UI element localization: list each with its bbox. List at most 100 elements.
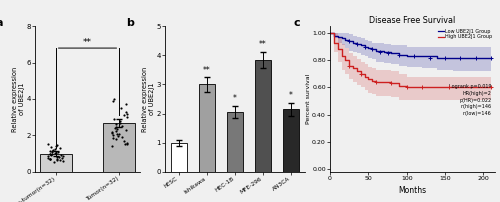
Point — [402, 86, 410, 89]
Point — [54, 156, 62, 159]
Point — [112, 126, 120, 130]
Point — [53, 144, 61, 147]
Point — [56, 158, 64, 162]
Point — [44, 156, 52, 160]
Text: *: * — [289, 92, 293, 100]
Point — [48, 152, 56, 155]
Point — [110, 97, 118, 101]
Point — [441, 56, 449, 59]
Point — [46, 152, 54, 156]
Point — [50, 148, 58, 152]
Point — [121, 142, 129, 145]
Point — [44, 155, 52, 158]
Point — [345, 40, 353, 43]
Text: **: ** — [259, 40, 267, 49]
Point — [487, 86, 495, 89]
Point — [46, 157, 54, 160]
Bar — [200, 84, 214, 172]
Point — [360, 45, 368, 48]
Point — [113, 133, 121, 136]
Point — [55, 155, 63, 158]
Point — [112, 137, 120, 141]
X-axis label: Months: Months — [398, 186, 426, 195]
Bar — [104, 123, 135, 172]
Point — [108, 145, 116, 148]
Y-axis label: Relative expression
of UBE2J1: Relative expression of UBE2J1 — [142, 66, 155, 132]
Title: Disease Free Survival: Disease Free Survival — [370, 17, 456, 25]
Bar — [256, 60, 270, 172]
Bar — [284, 109, 298, 172]
Point — [47, 153, 55, 157]
Point — [356, 72, 364, 76]
Point — [46, 157, 54, 160]
Text: *: * — [233, 94, 237, 103]
Point — [46, 153, 54, 156]
Point — [118, 125, 126, 128]
Text: **: ** — [203, 66, 211, 75]
Legend: Low UBE2J1 Group, High UBE2J1 Group: Low UBE2J1 Group, High UBE2J1 Group — [436, 27, 494, 41]
Point — [46, 150, 54, 153]
Bar — [228, 112, 242, 172]
Point — [52, 145, 60, 148]
Point — [109, 134, 117, 137]
Point — [112, 123, 120, 126]
Point — [472, 56, 480, 59]
Point — [110, 117, 118, 121]
Point — [122, 143, 130, 146]
Bar — [172, 143, 186, 172]
Point — [384, 52, 392, 55]
Point — [345, 64, 353, 67]
Point — [114, 135, 122, 138]
Point — [120, 139, 128, 142]
Point — [376, 50, 384, 54]
Point — [112, 125, 120, 129]
Point — [123, 116, 131, 119]
Point — [487, 56, 495, 59]
Text: **: ** — [83, 38, 92, 47]
Point — [368, 48, 376, 51]
Point — [117, 106, 125, 110]
Point — [122, 103, 130, 106]
Point — [44, 143, 52, 146]
Point — [115, 132, 123, 135]
Point — [122, 112, 130, 115]
Point — [410, 55, 418, 58]
Point — [54, 150, 62, 153]
Point — [118, 136, 126, 139]
Point — [122, 110, 130, 113]
Point — [445, 86, 453, 89]
Text: b: b — [126, 18, 134, 27]
Text: c: c — [294, 18, 300, 27]
Point — [112, 129, 120, 133]
Point — [114, 127, 122, 131]
Y-axis label: Relative expression
of UBE2J1: Relative expression of UBE2J1 — [12, 66, 25, 132]
Point — [116, 119, 124, 122]
Point — [108, 130, 116, 133]
Point — [52, 152, 60, 155]
Point — [456, 56, 464, 59]
Point — [51, 147, 59, 151]
Point — [108, 99, 116, 102]
Point — [59, 159, 67, 162]
Point — [54, 159, 62, 162]
Point — [57, 154, 65, 157]
Point — [46, 157, 54, 161]
Point — [123, 141, 131, 144]
Point — [54, 158, 62, 161]
Point — [108, 131, 116, 134]
Point — [48, 150, 56, 154]
Point — [108, 137, 116, 140]
Point — [116, 121, 124, 124]
Point — [372, 80, 380, 84]
Y-axis label: Percent survival: Percent survival — [306, 74, 310, 124]
Bar — [40, 154, 72, 172]
Point — [58, 156, 66, 159]
Text: a: a — [0, 18, 2, 27]
Point — [395, 53, 403, 56]
Point — [60, 154, 68, 157]
Point — [122, 128, 130, 132]
Point — [353, 42, 361, 45]
Point — [418, 86, 426, 89]
Point — [56, 146, 64, 150]
Point — [48, 149, 56, 153]
